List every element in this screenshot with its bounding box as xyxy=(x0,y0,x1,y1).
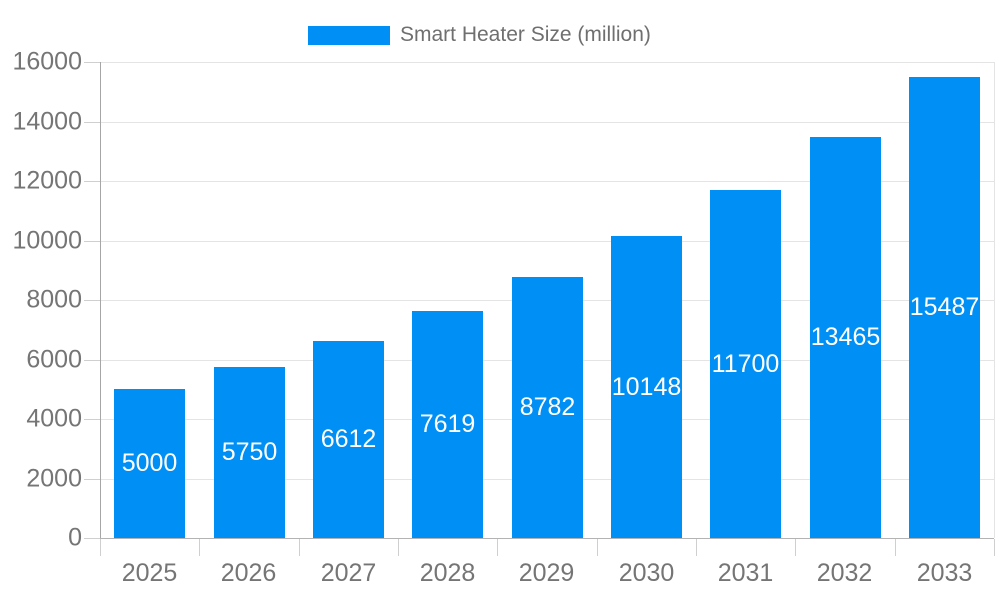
bar-value-label: 5750 xyxy=(221,438,278,466)
bar-value-label: 11700 xyxy=(711,349,780,378)
y-axis-label: 4000 xyxy=(26,404,82,433)
legend-swatch-icon xyxy=(308,25,390,45)
y-axis-label: 8000 xyxy=(26,285,82,314)
bar-2025[interactable]: 5000 xyxy=(114,389,185,538)
bar-value-label: 13465 xyxy=(810,323,881,351)
y-axis-tick xyxy=(84,300,100,301)
bar-value-label: 15487 xyxy=(909,293,980,321)
x-axis-label: 2027 xyxy=(320,559,377,587)
y-axis-tick xyxy=(84,479,100,480)
y-axis-label: 12000 xyxy=(12,166,82,195)
x-axis-label: 2032 xyxy=(816,559,873,587)
bar-value-label: 6612 xyxy=(320,425,377,453)
y-axis-tick xyxy=(84,419,100,420)
y-axis-tick xyxy=(84,360,100,361)
y-axis-tick xyxy=(84,122,100,123)
x-axis-label: 2033 xyxy=(916,559,973,587)
y-axis-label: 0 xyxy=(68,523,82,552)
x-axis-tick xyxy=(597,539,598,556)
bar-2029[interactable]: 8782 xyxy=(512,277,583,538)
y-axis-tick xyxy=(84,538,100,539)
x-axis-baseline xyxy=(100,538,994,539)
x-axis-label: 2030 xyxy=(618,559,675,587)
x-axis-label: 2025 xyxy=(121,559,178,587)
x-axis-label: 2029 xyxy=(518,559,575,587)
legend-item[interactable]: Smart Heater Size (million) xyxy=(308,22,651,48)
bar-2033[interactable]: 15487 xyxy=(909,77,980,538)
bar-2031[interactable]: 11700 xyxy=(710,190,781,538)
x-axis-tick xyxy=(696,539,697,556)
y-axis-line xyxy=(100,62,101,538)
y-axis-label: 14000 xyxy=(12,107,82,136)
bar-2032[interactable]: 13465 xyxy=(810,137,881,538)
y-axis-label: 2000 xyxy=(26,464,82,493)
plot-right-border xyxy=(994,62,995,538)
legend-label: Smart Heater Size (million) xyxy=(400,23,651,46)
bar-2028[interactable]: 7619 xyxy=(412,311,483,538)
bar-value-label: 7619 xyxy=(419,410,476,438)
y-axis-label: 6000 xyxy=(26,345,82,374)
gridline xyxy=(100,181,994,182)
bar-value-label: 5000 xyxy=(121,449,178,477)
gridline xyxy=(100,241,994,242)
x-axis-tick xyxy=(497,539,498,556)
y-axis-tick xyxy=(84,241,100,242)
y-axis-tick xyxy=(84,181,100,182)
bar-value-label: 10148 xyxy=(611,372,682,401)
y-axis-label: 16000 xyxy=(12,47,82,76)
x-axis-tick xyxy=(299,539,300,556)
x-axis-tick xyxy=(199,539,200,556)
x-axis-tick xyxy=(994,539,995,556)
x-axis-label: 2031 xyxy=(717,559,774,587)
x-axis-tick xyxy=(895,539,896,556)
bar-value-label: 8782 xyxy=(519,393,576,421)
bar-2027[interactable]: 6612 xyxy=(313,341,384,538)
y-axis-label: 10000 xyxy=(12,226,82,255)
bar-2030[interactable]: 10148 xyxy=(611,236,682,538)
x-axis-label: 2028 xyxy=(419,559,476,587)
gridline xyxy=(100,62,994,63)
bar-2026[interactable]: 5750 xyxy=(214,367,285,538)
gridline xyxy=(100,122,994,123)
x-axis-tick xyxy=(398,539,399,556)
x-axis-tick xyxy=(100,539,101,556)
x-axis-tick xyxy=(795,539,796,556)
y-axis-tick xyxy=(84,62,100,63)
x-axis-label: 2026 xyxy=(220,559,277,587)
